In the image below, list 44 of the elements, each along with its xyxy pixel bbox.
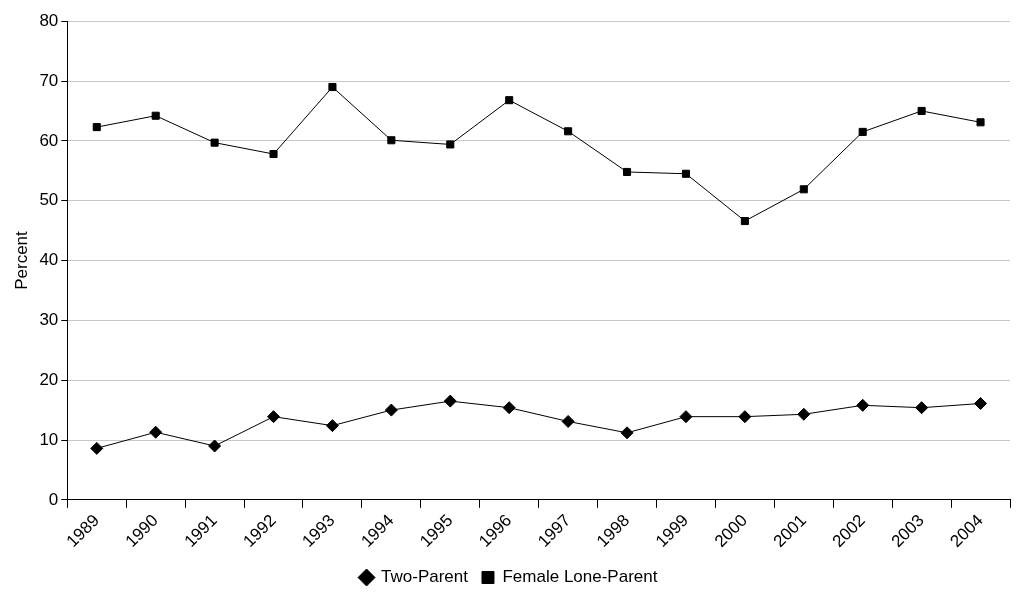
point bbox=[90, 441, 104, 455]
y-tick-label: 20 bbox=[39, 369, 59, 389]
point bbox=[915, 401, 929, 415]
point bbox=[210, 138, 219, 147]
point bbox=[679, 410, 693, 424]
point bbox=[502, 401, 516, 415]
point bbox=[856, 398, 870, 412]
point bbox=[328, 82, 337, 92]
point bbox=[387, 136, 396, 145]
point bbox=[561, 414, 575, 428]
point bbox=[269, 149, 278, 159]
point bbox=[858, 127, 867, 136]
point bbox=[681, 169, 690, 178]
y-tick-label: 50 bbox=[39, 190, 59, 210]
y-tick-label: 70 bbox=[39, 70, 59, 90]
y-tick-label: 80 bbox=[39, 10, 59, 30]
point bbox=[620, 426, 634, 440]
point bbox=[149, 425, 163, 439]
point bbox=[92, 123, 101, 132]
point bbox=[446, 140, 455, 149]
point bbox=[974, 397, 988, 411]
point bbox=[623, 167, 632, 177]
point bbox=[564, 127, 573, 136]
y-tick-label: 10 bbox=[39, 429, 59, 449]
y-tick-label: 60 bbox=[39, 130, 59, 150]
y-tick-label: 30 bbox=[39, 310, 59, 330]
y-tick-label: 0 bbox=[48, 489, 59, 509]
y-tick-label: 40 bbox=[39, 250, 59, 270]
point bbox=[797, 407, 811, 421]
point bbox=[151, 111, 160, 120]
point bbox=[976, 118, 985, 127]
point bbox=[384, 403, 398, 417]
point bbox=[917, 106, 926, 115]
y-axis-title: Percent bbox=[11, 230, 31, 290]
point bbox=[208, 439, 222, 453]
point bbox=[740, 216, 749, 226]
point bbox=[505, 96, 514, 105]
point bbox=[443, 394, 457, 408]
point bbox=[267, 410, 281, 424]
legend-label: Female Lone-Parent bbox=[502, 567, 658, 587]
point bbox=[738, 410, 752, 424]
legend-label: Two-Parent bbox=[381, 567, 469, 587]
point bbox=[325, 419, 339, 433]
point bbox=[799, 185, 808, 194]
